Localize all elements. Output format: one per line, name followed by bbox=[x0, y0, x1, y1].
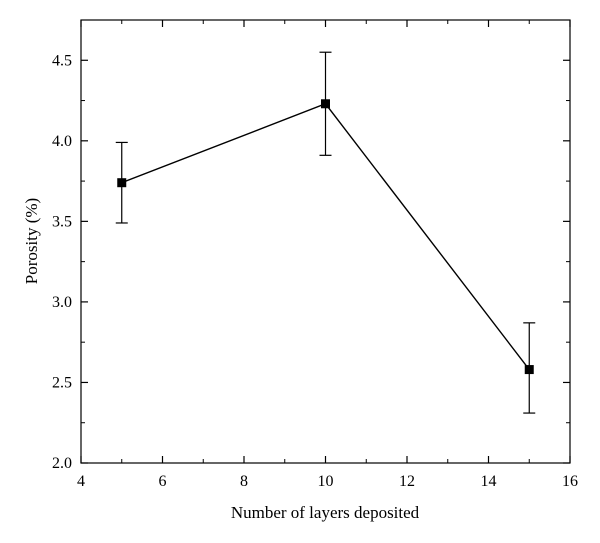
y-tick-label: 3.0 bbox=[52, 294, 72, 311]
y-tick-label: 3.5 bbox=[52, 213, 72, 230]
y-tick-label: 2.5 bbox=[52, 374, 72, 391]
data-point bbox=[117, 178, 127, 188]
x-tick-label: 12 bbox=[399, 473, 415, 490]
y-tick-label: 4.5 bbox=[52, 52, 72, 69]
y-axis-label: Porosity (%) bbox=[22, 198, 41, 284]
axis-ticks bbox=[80, 20, 571, 464]
x-tick-label: 8 bbox=[240, 473, 248, 490]
x-tick-label: 4 bbox=[77, 473, 85, 490]
x-axis-label: Number of layers deposited bbox=[231, 503, 420, 522]
data-point bbox=[321, 99, 330, 109]
y-tick-label: 2.0 bbox=[52, 455, 72, 472]
tick-labels: 4 6 8 10 12 14 16 2.0 2.5 3.0 3.5 4.0 4.5 bbox=[52, 52, 578, 490]
data-layer bbox=[115, 51, 536, 414]
x-tick-label: 6 bbox=[159, 473, 167, 490]
data-point bbox=[524, 365, 534, 375]
x-tick-label: 16 bbox=[562, 473, 578, 490]
y-tick-label: 4.0 bbox=[52, 133, 72, 150]
x-tick-label: 10 bbox=[318, 473, 334, 490]
x-tick-label: 14 bbox=[481, 473, 497, 490]
